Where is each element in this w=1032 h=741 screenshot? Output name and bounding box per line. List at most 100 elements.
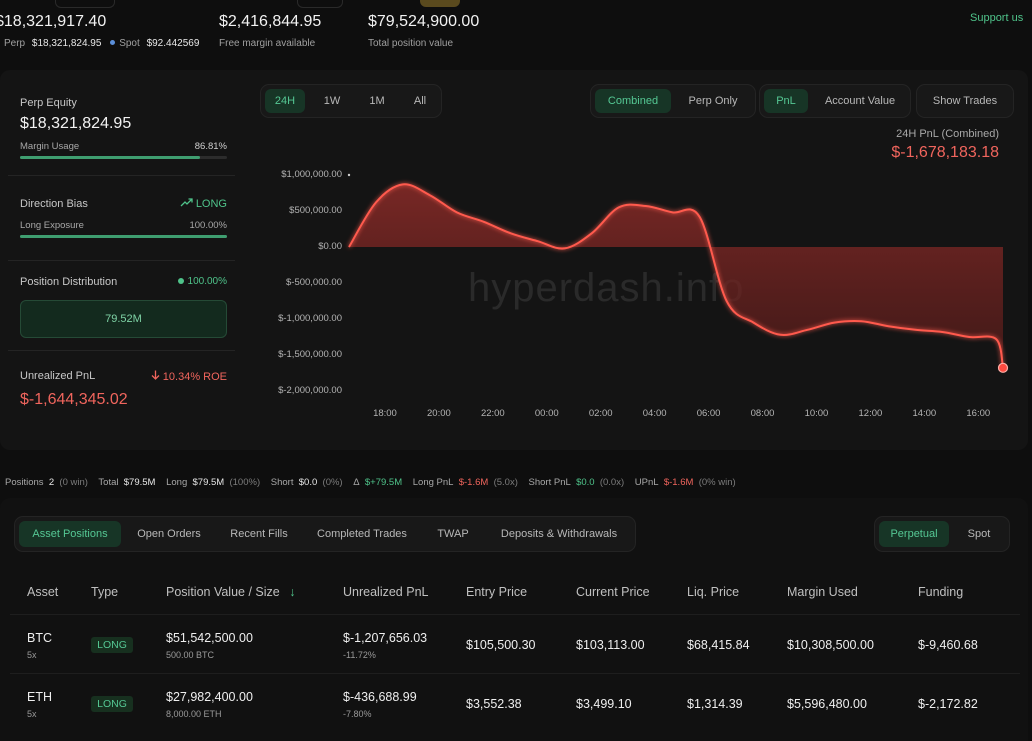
direction-bias-value-wrap: LONG: [180, 198, 227, 210]
stat-long-value: $79.5M: [192, 477, 225, 488]
spot-label: Spot: [119, 38, 140, 49]
y-tick-label: $-1,000,000.00: [278, 313, 342, 324]
y-tick-label: $0.00: [318, 241, 342, 252]
section-divider: [8, 350, 235, 351]
row-type-badge: LONG: [91, 637, 133, 653]
row-unrealized-pnl: $-436,688.99: [343, 690, 417, 704]
stat-long-pnl-x: (5.0x): [493, 477, 518, 488]
row-position-size: 8,000.00 ETH: [166, 709, 222, 719]
y-tick-label: $1,000,000.00: [281, 169, 342, 180]
mode-selector: Combined Perp Only: [590, 84, 756, 118]
mode-perp-only[interactable]: Perp Only: [688, 95, 738, 107]
row-type-badge: LONG: [91, 696, 133, 712]
x-tick-label: 12:00: [858, 408, 883, 419]
position-value: $79,524,900.00: [368, 13, 480, 30]
equity-breakdown: Perp $18,321,824.95 Spot $92.442569: [4, 38, 199, 49]
stat-total-value: $79.5M: [123, 477, 156, 488]
unrealized-pnl-value: $-1,644,345.02: [20, 391, 128, 408]
stat-long-pnl-label: Long PnL: [412, 477, 454, 488]
y-tick-label: $-2,000,000.00: [278, 385, 342, 396]
perp-value: $18,321,824.95: [31, 38, 102, 49]
row-unrealized-pnl: $-1,207,656.03: [343, 631, 428, 645]
stat-positions-win: (0 win): [59, 477, 88, 488]
row-unrealized-pnl-pct: -7.80%: [343, 709, 372, 719]
row-liq-price: $68,415.84: [687, 638, 750, 652]
stat-long-pnl-value: $-1.6M: [458, 477, 489, 488]
range-1m[interactable]: 1M: [369, 95, 385, 107]
y-tick-label: $-500,000.00: [286, 277, 342, 288]
x-tick-label: 14:00: [912, 408, 937, 419]
top-tab-stub: [297, 0, 343, 8]
perp-equity-section: Perp Equity $18,321,824.95 Margin Usage …: [20, 97, 227, 159]
col-funding[interactable]: Funding: [918, 585, 964, 599]
direction-bias-section: Direction Bias LONG Long Exposure 100.00…: [20, 198, 227, 238]
stat-upnl-label: UPnL: [634, 477, 659, 488]
toggle-spot[interactable]: Spot: [967, 528, 991, 540]
col-type[interactable]: Type: [91, 585, 119, 599]
direction-bias-row: Direction Bias LONG: [20, 198, 227, 210]
stat-delta-value: $+79.5M: [364, 477, 403, 488]
chart-marker-dot: [347, 173, 351, 177]
col-position-value[interactable]: Position Value / Size ↓: [166, 585, 295, 599]
stat-short-pnl-value: $0.0: [576, 477, 595, 488]
stat-upnl-value: $-1.6M: [663, 477, 694, 488]
tab-twap[interactable]: TWAP: [437, 528, 469, 540]
metric-selector: PnL Account Value: [759, 84, 911, 118]
tab-asset-positions[interactable]: Asset Positions: [19, 521, 121, 547]
metric-account-value[interactable]: Account Value: [824, 95, 896, 107]
range-24h[interactable]: 24H: [265, 89, 305, 113]
pnl-current-point[interactable]: [997, 362, 1009, 373]
tab-completed-trades[interactable]: Completed Trades: [317, 528, 407, 540]
spot-value: $92.442569: [146, 38, 200, 49]
row-funding: $-2,172.82: [918, 697, 978, 711]
long-exposure-label: Long Exposure: [20, 220, 84, 231]
position-distribution-value: 100.00%: [187, 276, 227, 287]
y-tick-label: $-1,500,000.00: [278, 349, 342, 360]
col-margin-used[interactable]: Margin Used: [787, 585, 858, 599]
stat-delta-label: Δ: [353, 477, 360, 488]
free-margin-label: Free margin available: [219, 38, 316, 49]
pnl-area-fill: [349, 184, 1003, 368]
stat-short-pct: (0%): [322, 477, 343, 488]
col-unrealized-pnl[interactable]: Unrealized PnL: [343, 585, 429, 599]
distribution-bar-long[interactable]: 79.52M: [20, 300, 227, 338]
metric-pnl[interactable]: PnL: [764, 89, 808, 113]
tab-open-orders[interactable]: Open Orders: [137, 528, 201, 540]
long-exposure-fill: [20, 235, 227, 238]
unrealized-pnl-row: Unrealized PnL 10.34% ROE: [20, 370, 227, 383]
range-all[interactable]: All: [413, 95, 427, 107]
row-entry-price: $105,500.30: [466, 638, 536, 652]
row-funding: $-9,460.68: [918, 638, 978, 652]
section-divider: [8, 260, 235, 261]
tab-deposits-withdrawals[interactable]: Deposits & Withdrawals: [500, 528, 618, 540]
roe-wrap: 10.34% ROE: [151, 370, 227, 383]
row-position-value: $27,982,400.00: [166, 690, 253, 704]
col-current-price[interactable]: Current Price: [576, 585, 650, 599]
col-asset[interactable]: Asset: [27, 585, 59, 599]
perp-equity-value: $18,321,824.95: [20, 115, 132, 132]
col-entry-price[interactable]: Entry Price: [466, 585, 528, 599]
col-position-value-label: Position Value / Size: [166, 585, 280, 599]
market-toggle: Perpetual Spot: [874, 516, 1010, 552]
range-1w[interactable]: 1W: [323, 95, 341, 107]
show-trades-button[interactable]: Show Trades: [932, 95, 998, 107]
position-distribution-section: Position Distribution 100.00% 79.52M: [20, 276, 227, 338]
col-liq-price[interactable]: Liq. Price: [687, 585, 740, 599]
pnl-chart[interactable]: [0, 0, 1032, 460]
perp-equity-label: Perp Equity: [20, 97, 77, 109]
positions-tabs: Asset Positions Open Orders Recent Fills…: [14, 516, 636, 552]
support-link[interactable]: Support us: [970, 12, 1024, 24]
tab-recent-fills[interactable]: Recent Fills: [230, 528, 288, 540]
sort-arrow-icon[interactable]: ↓: [289, 585, 296, 599]
stat-short-label: Short: [270, 477, 294, 488]
chart-watermark: hyperdash.info: [468, 266, 745, 310]
toggle-perpetual[interactable]: Perpetual: [879, 521, 949, 547]
x-tick-label: 02:00: [588, 408, 613, 419]
mode-combined[interactable]: Combined: [595, 89, 671, 113]
x-tick-label: 16:00: [966, 408, 991, 419]
roe-value: 10.34% ROE: [162, 371, 227, 383]
margin-usage-label: Margin Usage: [20, 141, 80, 152]
unrealized-pnl-section: Unrealized PnL 10.34% ROE $-1,644,345.02: [20, 370, 227, 409]
spot-dot-icon: [110, 40, 116, 46]
x-tick-label: 18:00: [373, 408, 397, 419]
